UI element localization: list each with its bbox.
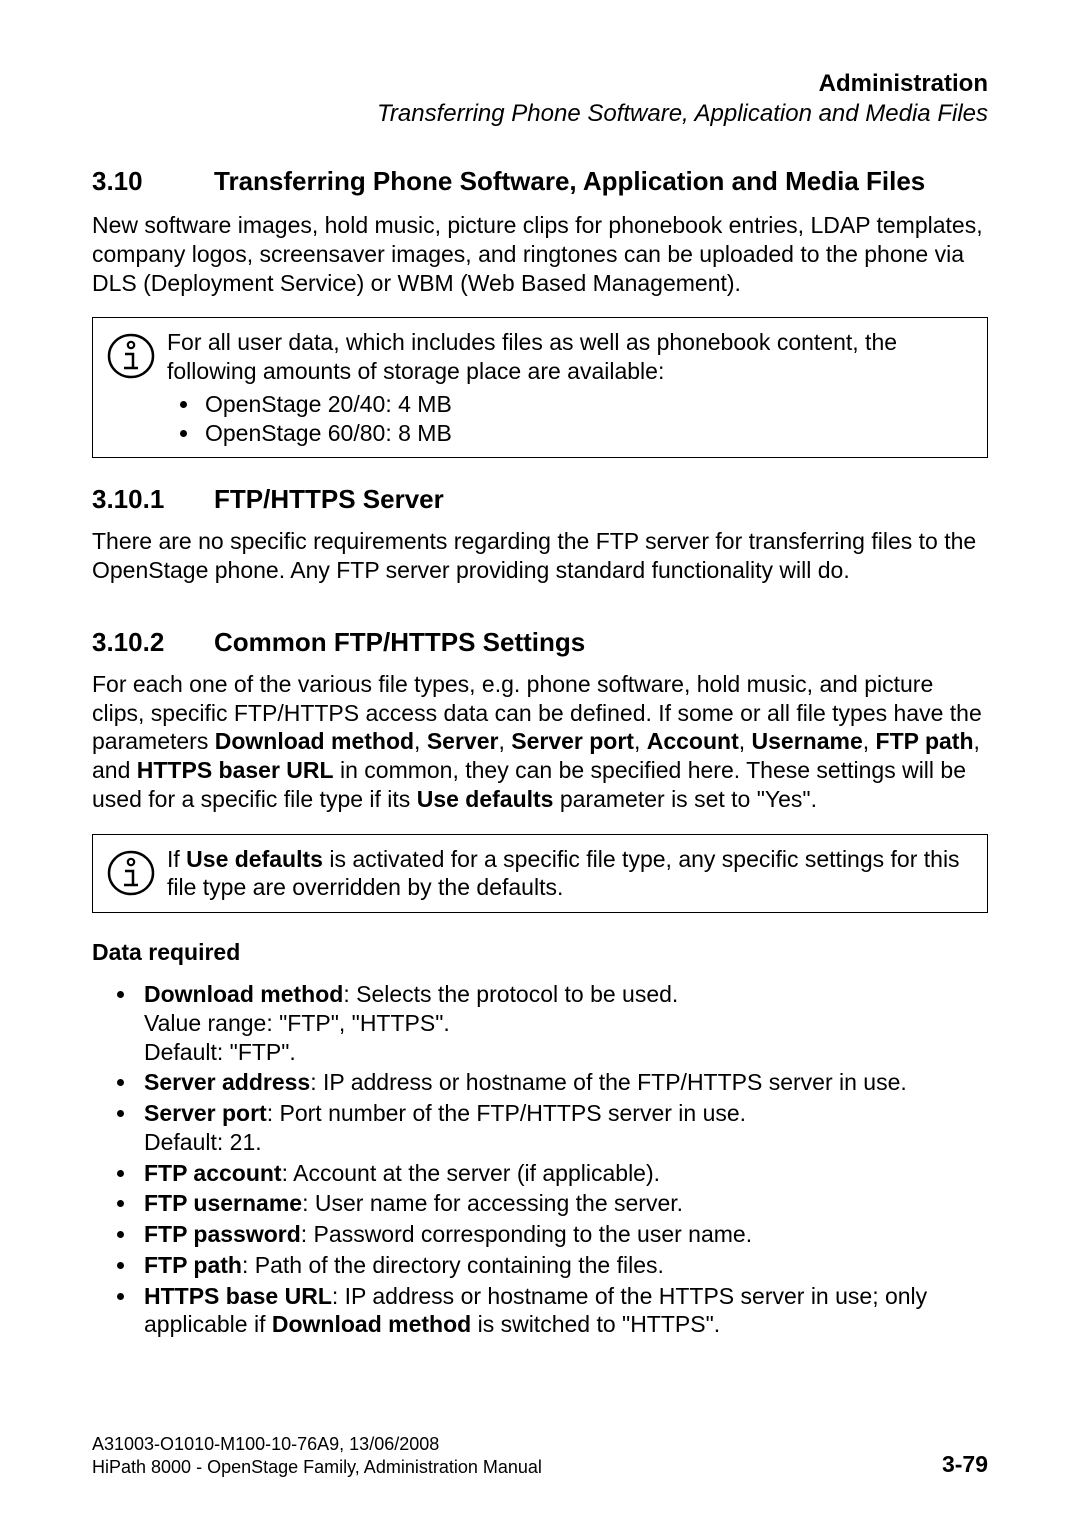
text-fragment: Default: 21.	[144, 1129, 262, 1155]
text-fragment: : Account at the server (if applicable).	[282, 1160, 660, 1186]
text-fragment: ,	[863, 728, 876, 754]
text-fragment: : User name for accessing the server.	[302, 1190, 683, 1216]
list-item: HTTPS base URL: IP address or hostname o…	[138, 1282, 988, 1340]
param-name: FTP account	[144, 1160, 282, 1186]
paragraph-3102: For each one of the various file types, …	[92, 670, 988, 814]
info-box-storage: For all user data, which includes files …	[92, 317, 988, 458]
data-required-list: Download method: Selects the protocol to…	[92, 980, 988, 1339]
header-chapter: Administration	[92, 70, 988, 98]
param-name: FTP path	[144, 1252, 242, 1278]
paragraph-3101: There are no specific requirements regar…	[92, 527, 988, 585]
param-name: HTTPS base URL	[144, 1283, 332, 1309]
text-fragment: : IP address or hostname of the FTP/HTTP…	[310, 1069, 907, 1095]
list-item: OpenStage 20/40: 4 MB	[201, 390, 973, 419]
footer-doc-id: A31003-O1010-M100-10-76A9, 13/06/2008	[92, 1434, 439, 1454]
document-page: Administration Transferring Phone Softwa…	[0, 0, 1080, 1528]
heading-number: 3.10	[92, 166, 214, 197]
param-name: HTTPS baser URL	[137, 757, 334, 783]
param-name: Download method	[215, 728, 414, 754]
heading-3-10-2: 3.10.2Common FTP/HTTPS Settings	[92, 627, 988, 658]
text-fragment: ,	[414, 728, 427, 754]
param-name: FTP username	[144, 1190, 302, 1216]
info-content: For all user data, which includes files …	[167, 328, 973, 447]
heading-title: FTP/HTTPS Server	[214, 484, 444, 514]
text-fragment: ,	[739, 728, 752, 754]
info-icon	[107, 328, 167, 380]
param-name: FTP password	[144, 1221, 301, 1247]
footer-doc-title: HiPath 8000 - OpenStage Family, Administ…	[92, 1457, 542, 1477]
text-fragment: parameter is set to "Yes".	[553, 786, 817, 812]
list-item: FTP username: User name for accessing th…	[138, 1189, 988, 1218]
param-name: Username	[752, 728, 863, 754]
list-item: OpenStage 60/80: 8 MB	[201, 419, 973, 448]
heading-number: 3.10.2	[92, 627, 214, 658]
param-name: FTP path	[876, 728, 974, 754]
text-fragment: : Path of the directory containing the f…	[242, 1252, 664, 1278]
param-name: Download method	[272, 1311, 471, 1337]
page-header: Administration Transferring Phone Softwa…	[92, 70, 988, 128]
page-footer: A31003-O1010-M100-10-76A9, 13/06/2008 Hi…	[92, 1433, 988, 1478]
text-fragment: ,	[634, 728, 647, 754]
text-fragment: : Selects the protocol to be used.	[343, 981, 678, 1007]
param-name: Server address	[144, 1069, 310, 1095]
heading-number: 3.10.1	[92, 484, 214, 515]
info-storage-list: OpenStage 20/40: 4 MB OpenStage 60/80: 8…	[167, 390, 973, 448]
list-item: Download method: Selects the protocol to…	[138, 980, 988, 1066]
list-item: FTP path: Path of the directory containi…	[138, 1251, 988, 1280]
param-name: Server port	[511, 728, 634, 754]
param-name: Download method	[144, 981, 343, 1007]
header-section: Transferring Phone Software, Application…	[92, 100, 988, 128]
text-fragment: Value range: "FTP", "HTTPS".	[144, 1010, 450, 1036]
param-name: Server	[427, 728, 499, 754]
text-fragment: ,	[498, 728, 511, 754]
heading-3-10: 3.10Transferring Phone Software, Applica…	[92, 166, 988, 197]
text-fragment: : Port number of the FTP/HTTPS server in…	[267, 1100, 746, 1126]
info-lead: For all user data, which includes files …	[167, 329, 897, 384]
list-item: FTP password: Password corresponding to …	[138, 1220, 988, 1249]
text-fragment: If	[167, 846, 186, 872]
info-content: If Use defaults is activated for a speci…	[167, 845, 973, 903]
text-fragment: is switched to "HTTPS".	[471, 1311, 720, 1337]
footer-left: A31003-O1010-M100-10-76A9, 13/06/2008 Hi…	[92, 1433, 542, 1478]
heading-data-required: Data required	[92, 939, 988, 966]
heading-title: Common FTP/HTTPS Settings	[214, 627, 585, 657]
list-item: FTP account: Account at the server (if a…	[138, 1159, 988, 1188]
list-item: Server port: Port number of the FTP/HTTP…	[138, 1099, 988, 1157]
paragraph-310: New software images, hold music, picture…	[92, 211, 988, 297]
param-name: Server port	[144, 1100, 267, 1126]
info-icon	[107, 845, 167, 897]
param-name: Use defaults	[417, 786, 554, 812]
page-number: 3-79	[942, 1451, 988, 1478]
info-box-defaults: If Use defaults is activated for a speci…	[92, 834, 988, 914]
list-item: Server address: IP address or hostname o…	[138, 1068, 988, 1097]
heading-title: Transferring Phone Software, Application…	[214, 166, 925, 196]
param-name: Account	[647, 728, 739, 754]
param-name: Use defaults	[186, 846, 323, 872]
text-fragment: Default: "FTP".	[144, 1039, 296, 1065]
text-fragment: : Password corresponding to the user nam…	[301, 1221, 752, 1247]
heading-3-10-1: 3.10.1FTP/HTTPS Server	[92, 484, 988, 515]
